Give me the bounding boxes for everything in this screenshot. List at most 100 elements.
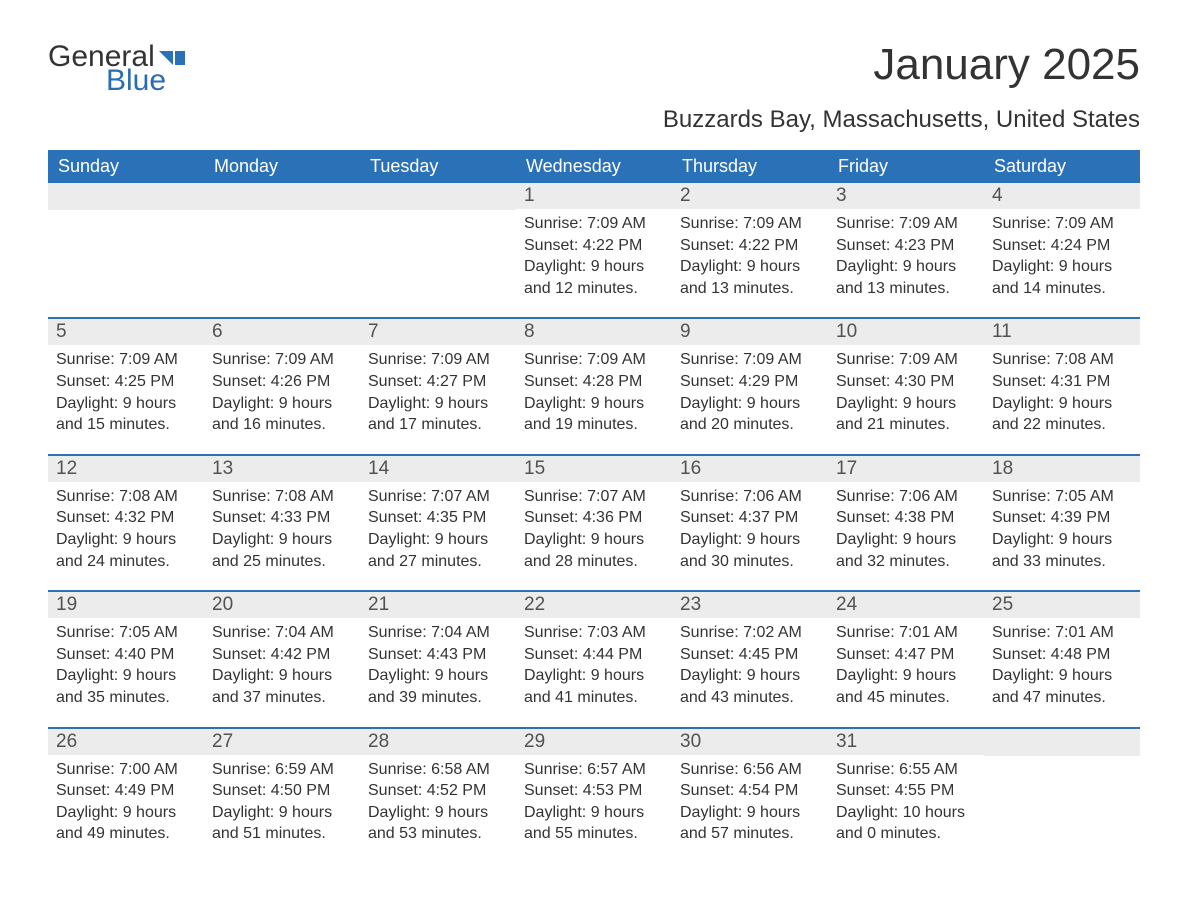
daylight-text: Daylight: 9 hours and 45 minutes. — [836, 665, 976, 708]
sunrise-text: Sunrise: 7:08 AM — [212, 486, 352, 508]
sunset-text: Sunset: 4:50 PM — [212, 780, 352, 802]
sunrise-text: Sunrise: 7:07 AM — [524, 486, 664, 508]
daylight-text: Daylight: 9 hours and 24 minutes. — [56, 529, 196, 572]
day-cell — [48, 183, 204, 317]
day-number: 23 — [680, 594, 701, 615]
sunrise-text: Sunrise: 6:57 AM — [524, 759, 664, 781]
empty-day-number — [984, 729, 1140, 756]
sunrise-text: Sunrise: 7:01 AM — [836, 622, 976, 644]
sunset-text: Sunset: 4:25 PM — [56, 371, 196, 393]
daylight-text: Daylight: 9 hours and 19 minutes. — [524, 393, 664, 436]
sunrise-text: Sunrise: 7:08 AM — [56, 486, 196, 508]
day-header-row: Sunday Monday Tuesday Wednesday Thursday… — [48, 150, 1140, 183]
day-cell — [360, 183, 516, 317]
day-header-tuesday: Tuesday — [360, 150, 516, 183]
day-content: Sunrise: 7:09 AMSunset: 4:29 PMDaylight:… — [672, 345, 828, 453]
day-cell: 16Sunrise: 7:06 AMSunset: 4:37 PMDayligh… — [672, 456, 828, 590]
daylight-text: Daylight: 9 hours and 27 minutes. — [368, 529, 508, 572]
day-content: Sunrise: 7:08 AMSunset: 4:33 PMDaylight:… — [204, 482, 360, 590]
sunrise-text: Sunrise: 7:04 AM — [212, 622, 352, 644]
daylight-text: Daylight: 9 hours and 20 minutes. — [680, 393, 820, 436]
day-number: 25 — [992, 594, 1013, 615]
day-number: 7 — [368, 321, 379, 342]
day-number-row: 23 — [672, 592, 828, 618]
day-content: Sunrise: 7:07 AMSunset: 4:35 PMDaylight:… — [360, 482, 516, 590]
day-number-row: 15 — [516, 456, 672, 482]
day-cell: 17Sunrise: 7:06 AMSunset: 4:38 PMDayligh… — [828, 456, 984, 590]
sunset-text: Sunset: 4:24 PM — [992, 235, 1132, 257]
day-number-row: 2 — [672, 183, 828, 209]
daylight-text: Daylight: 9 hours and 25 minutes. — [212, 529, 352, 572]
day-content: Sunrise: 7:04 AMSunset: 4:43 PMDaylight:… — [360, 618, 516, 726]
sunset-text: Sunset: 4:22 PM — [680, 235, 820, 257]
daylight-text: Daylight: 9 hours and 17 minutes. — [368, 393, 508, 436]
day-number: 30 — [680, 731, 701, 752]
day-number-row: 27 — [204, 729, 360, 755]
day-cell: 4Sunrise: 7:09 AMSunset: 4:24 PMDaylight… — [984, 183, 1140, 317]
day-number-row: 3 — [828, 183, 984, 209]
header-row: General Blue January 2025 — [48, 40, 1140, 98]
day-cell — [204, 183, 360, 317]
day-header-friday: Friday — [828, 150, 984, 183]
day-number: 6 — [212, 321, 223, 342]
day-number: 22 — [524, 594, 545, 615]
daylight-text: Daylight: 9 hours and 43 minutes. — [680, 665, 820, 708]
day-cell: 13Sunrise: 7:08 AMSunset: 4:33 PMDayligh… — [204, 456, 360, 590]
day-content: Sunrise: 7:04 AMSunset: 4:42 PMDaylight:… — [204, 618, 360, 726]
day-number: 15 — [524, 458, 545, 479]
sunset-text: Sunset: 4:52 PM — [368, 780, 508, 802]
logo-text-blue: Blue — [106, 64, 166, 98]
sunrise-text: Sunrise: 6:55 AM — [836, 759, 976, 781]
month-title: January 2025 — [873, 40, 1140, 90]
day-number: 8 — [524, 321, 535, 342]
day-cell: 8Sunrise: 7:09 AMSunset: 4:28 PMDaylight… — [516, 319, 672, 453]
daylight-text: Daylight: 9 hours and 57 minutes. — [680, 802, 820, 845]
sunset-text: Sunset: 4:49 PM — [56, 780, 196, 802]
sunset-text: Sunset: 4:55 PM — [836, 780, 976, 802]
location-subtitle: Buzzards Bay, Massachusetts, United Stat… — [48, 106, 1140, 134]
day-content: Sunrise: 7:08 AMSunset: 4:32 PMDaylight:… — [48, 482, 204, 590]
daylight-text: Daylight: 9 hours and 28 minutes. — [524, 529, 664, 572]
day-number: 17 — [836, 458, 857, 479]
day-cell: 9Sunrise: 7:09 AMSunset: 4:29 PMDaylight… — [672, 319, 828, 453]
day-number: 14 — [368, 458, 389, 479]
sunset-text: Sunset: 4:28 PM — [524, 371, 664, 393]
day-header-wednesday: Wednesday — [516, 150, 672, 183]
day-number-row: 16 — [672, 456, 828, 482]
sunset-text: Sunset: 4:29 PM — [680, 371, 820, 393]
day-cell: 29Sunrise: 6:57 AMSunset: 4:53 PMDayligh… — [516, 729, 672, 863]
sunset-text: Sunset: 4:40 PM — [56, 644, 196, 666]
sunrise-text: Sunrise: 7:06 AM — [680, 486, 820, 508]
day-number-row: 20 — [204, 592, 360, 618]
day-content: Sunrise: 7:09 AMSunset: 4:26 PMDaylight:… — [204, 345, 360, 453]
day-number-row: 6 — [204, 319, 360, 345]
day-content: Sunrise: 7:08 AMSunset: 4:31 PMDaylight:… — [984, 345, 1140, 453]
day-content: Sunrise: 7:02 AMSunset: 4:45 PMDaylight:… — [672, 618, 828, 726]
day-number: 18 — [992, 458, 1013, 479]
day-content: Sunrise: 7:09 AMSunset: 4:30 PMDaylight:… — [828, 345, 984, 453]
sunset-text: Sunset: 4:33 PM — [212, 507, 352, 529]
sunset-text: Sunset: 4:39 PM — [992, 507, 1132, 529]
day-cell: 21Sunrise: 7:04 AMSunset: 4:43 PMDayligh… — [360, 592, 516, 726]
day-content: Sunrise: 7:09 AMSunset: 4:22 PMDaylight:… — [672, 209, 828, 317]
sunrise-text: Sunrise: 7:09 AM — [56, 349, 196, 371]
day-number-row: 26 — [48, 729, 204, 755]
day-number-row: 8 — [516, 319, 672, 345]
day-number: 24 — [836, 594, 857, 615]
sunrise-text: Sunrise: 7:09 AM — [212, 349, 352, 371]
day-content: Sunrise: 7:05 AMSunset: 4:39 PMDaylight:… — [984, 482, 1140, 590]
day-cell: 30Sunrise: 6:56 AMSunset: 4:54 PMDayligh… — [672, 729, 828, 863]
sunrise-text: Sunrise: 7:06 AM — [836, 486, 976, 508]
day-header-saturday: Saturday — [984, 150, 1140, 183]
sunset-text: Sunset: 4:32 PM — [56, 507, 196, 529]
daylight-text: Daylight: 9 hours and 49 minutes. — [56, 802, 196, 845]
day-cell: 22Sunrise: 7:03 AMSunset: 4:44 PMDayligh… — [516, 592, 672, 726]
day-number-row: 25 — [984, 592, 1140, 618]
sunset-text: Sunset: 4:23 PM — [836, 235, 976, 257]
daylight-text: Daylight: 9 hours and 13 minutes. — [680, 256, 820, 299]
day-content: Sunrise: 7:07 AMSunset: 4:36 PMDaylight:… — [516, 482, 672, 590]
day-cell: 19Sunrise: 7:05 AMSunset: 4:40 PMDayligh… — [48, 592, 204, 726]
day-number-row: 18 — [984, 456, 1140, 482]
sunrise-text: Sunrise: 7:04 AM — [368, 622, 508, 644]
daylight-text: Daylight: 9 hours and 55 minutes. — [524, 802, 664, 845]
